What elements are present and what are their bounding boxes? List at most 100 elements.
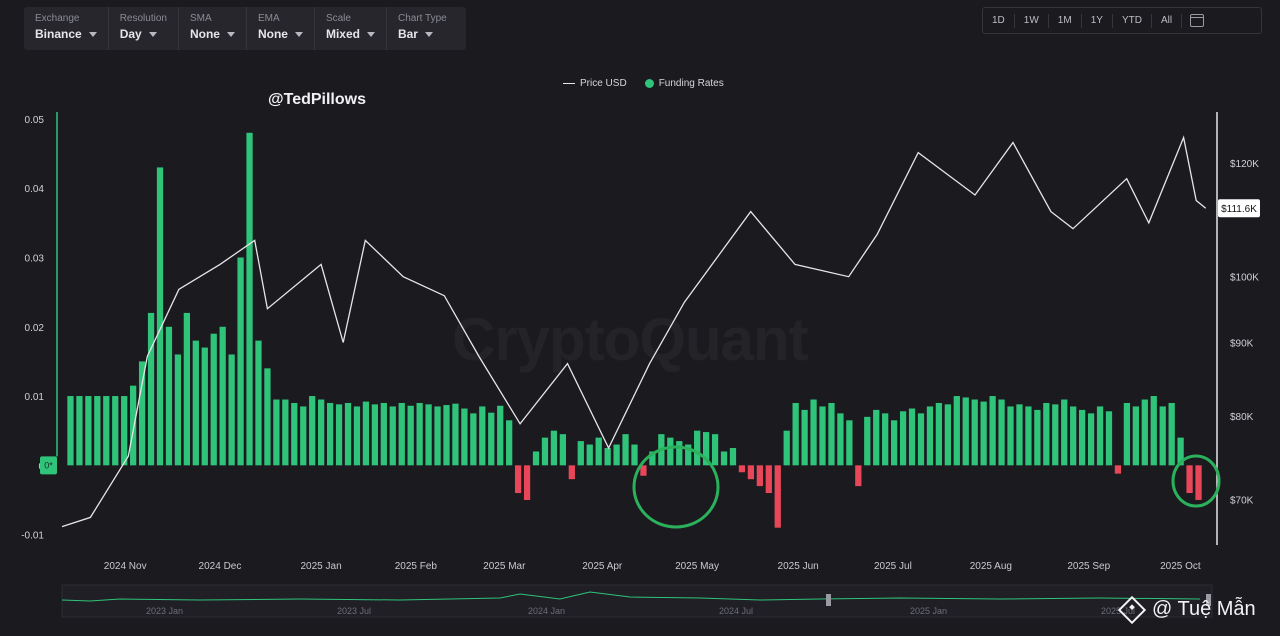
funding-bar-negative bbox=[738, 465, 746, 473]
funding-bar-positive bbox=[980, 401, 987, 466]
chevron-down-icon bbox=[294, 32, 303, 38]
funding-bar-negative bbox=[640, 465, 647, 476]
funding-bar-positive bbox=[702, 432, 710, 466]
funding-bar-positive bbox=[147, 312, 155, 466]
funding-bar-positive bbox=[85, 396, 92, 466]
navigator-panel bbox=[61, 584, 1213, 618]
navigator-tick-label: 2023 Jul bbox=[337, 606, 371, 616]
funding-bar-positive bbox=[94, 396, 101, 466]
funding-bar-positive bbox=[720, 451, 728, 466]
ema-select[interactable]: EMA None bbox=[247, 7, 315, 50]
funding-bar-positive bbox=[479, 406, 486, 466]
funding-bar-positive bbox=[237, 257, 244, 466]
chevron-down-icon bbox=[88, 32, 97, 38]
range-ytd-button[interactable]: YTD bbox=[1113, 13, 1152, 28]
funding-bar-positive bbox=[1096, 406, 1104, 466]
funding-bar-positive bbox=[264, 368, 271, 466]
y-tick-label-left: -0.01 bbox=[21, 531, 44, 542]
funding-bar-positive bbox=[882, 413, 889, 466]
funding-bar-positive bbox=[156, 167, 164, 466]
funding-bar-positive bbox=[729, 448, 737, 466]
funding-bar-positive bbox=[899, 411, 907, 466]
calendar-icon[interactable] bbox=[1190, 14, 1205, 27]
funding-bar-positive bbox=[676, 441, 683, 466]
legend-item-price[interactable]: Price USD bbox=[563, 78, 627, 89]
x-tick-label: 2025 Sep bbox=[1067, 561, 1110, 572]
funding-bar-positive bbox=[801, 409, 808, 466]
x-tick-label: 2024 Dec bbox=[199, 561, 242, 572]
chevron-down-icon bbox=[148, 32, 157, 38]
sma-select[interactable]: SMA None bbox=[179, 7, 247, 50]
range-1w-button[interactable]: 1W bbox=[1015, 13, 1049, 28]
exchange-select[interactable]: Exchange Binance bbox=[24, 7, 109, 50]
range-1d-button[interactable]: 1D bbox=[983, 13, 1015, 28]
highlight-circle-may bbox=[632, 445, 720, 529]
funding-bar-negative bbox=[514, 465, 522, 494]
navigator-handle-right bbox=[1206, 594, 1211, 606]
range-all-button[interactable]: All bbox=[1152, 13, 1183, 28]
funding-bar-positive bbox=[613, 444, 620, 466]
credit-signature: @ Tuệ Mẫn bbox=[1117, 595, 1256, 624]
legend-label-price: Price USD bbox=[580, 78, 627, 89]
diamond-logo-icon bbox=[1117, 595, 1147, 624]
ema-label: EMA bbox=[257, 13, 280, 24]
scale-select[interactable]: Scale Mixed bbox=[315, 7, 387, 50]
line-swatch-icon bbox=[563, 83, 575, 84]
funding-bar-positive bbox=[138, 361, 146, 466]
funding-bar-positive bbox=[873, 409, 880, 466]
resolution-select[interactable]: Resolution Day bbox=[109, 7, 179, 50]
navigator-tick-label: 2025 Jan bbox=[910, 606, 947, 616]
y-tick-label-right: $120K bbox=[1230, 159, 1259, 170]
funding-bar-positive bbox=[711, 434, 719, 466]
funding-bar-positive bbox=[344, 402, 352, 466]
funding-bar-positive bbox=[908, 408, 916, 466]
chevron-down-icon bbox=[226, 32, 235, 38]
y-tick-label-left: 0.01 bbox=[25, 392, 45, 403]
funding-bar-negative bbox=[774, 465, 781, 528]
funding-bar-positive bbox=[631, 444, 638, 466]
chart-type-select[interactable]: Chart Type Bar bbox=[387, 7, 458, 50]
funding-bar-negative bbox=[1195, 465, 1202, 500]
funding-bar-positive bbox=[1087, 413, 1095, 466]
funding-bar-positive bbox=[846, 420, 853, 466]
funding-bar-positive bbox=[1025, 406, 1032, 466]
funding-bar-positive bbox=[1043, 402, 1050, 466]
funding-bar-positive bbox=[291, 402, 298, 466]
funding-bar-positive bbox=[837, 413, 844, 466]
funding-bar-negative bbox=[523, 465, 531, 500]
funding-bar-positive bbox=[443, 405, 450, 466]
navigator-line bbox=[61, 591, 1201, 602]
funding-bar-positive bbox=[550, 430, 558, 466]
funding-bar-positive bbox=[819, 406, 826, 466]
exchange-label: Exchange bbox=[35, 13, 80, 24]
resolution-label: Resolution bbox=[119, 13, 167, 24]
chart-legend: Price USD Funding Rates bbox=[563, 78, 742, 89]
x-tick-label: 2025 May bbox=[675, 561, 719, 572]
funding-bar-negative bbox=[568, 465, 575, 480]
funding-bar-positive bbox=[649, 451, 656, 466]
funding-bar-positive bbox=[497, 405, 504, 466]
sma-value: None bbox=[189, 27, 220, 41]
y-tick-label-left: 0.05 bbox=[25, 115, 45, 126]
funding-bar-positive bbox=[864, 416, 871, 466]
funding-bar-positive bbox=[917, 413, 925, 466]
x-tick-label: 2025 Aug bbox=[970, 561, 1012, 572]
range-1y-button[interactable]: 1Y bbox=[1082, 13, 1113, 28]
funding-bar-positive bbox=[595, 437, 602, 466]
legend-item-funding[interactable]: Funding Rates bbox=[644, 78, 724, 89]
funding-bar-positive bbox=[1079, 409, 1086, 466]
funding-bar-positive bbox=[1150, 396, 1157, 466]
funding-bar-positive bbox=[944, 404, 951, 466]
last-price-label: $111.6K bbox=[1221, 204, 1257, 215]
funding-bar-positive bbox=[667, 437, 674, 466]
funding-bar-positive bbox=[792, 402, 799, 466]
funding-bar-positive bbox=[1016, 404, 1023, 466]
y-tick-label-left: 0.04 bbox=[25, 184, 45, 195]
x-tick-label: 2025 Apr bbox=[582, 561, 623, 572]
funding-bar-positive bbox=[130, 385, 137, 466]
funding-bar-positive bbox=[452, 403, 459, 466]
price-line bbox=[61, 135, 1207, 528]
funding-bar-positive bbox=[586, 444, 593, 466]
x-tick-label: 2025 Jun bbox=[778, 561, 819, 572]
range-1m-button[interactable]: 1M bbox=[1049, 13, 1082, 28]
